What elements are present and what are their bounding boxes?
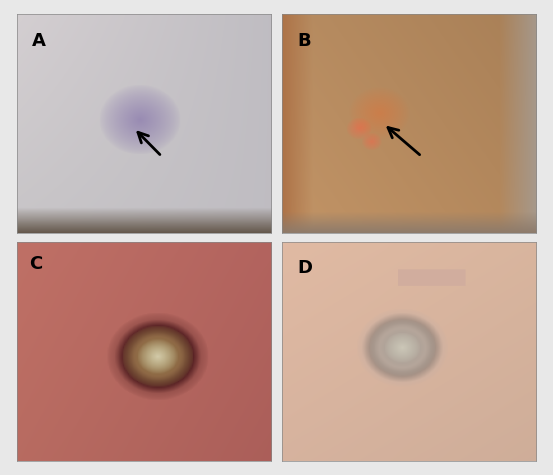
Text: B: B — [297, 32, 311, 50]
Text: A: A — [32, 32, 46, 50]
Text: D: D — [297, 259, 312, 277]
Text: C: C — [29, 255, 43, 273]
